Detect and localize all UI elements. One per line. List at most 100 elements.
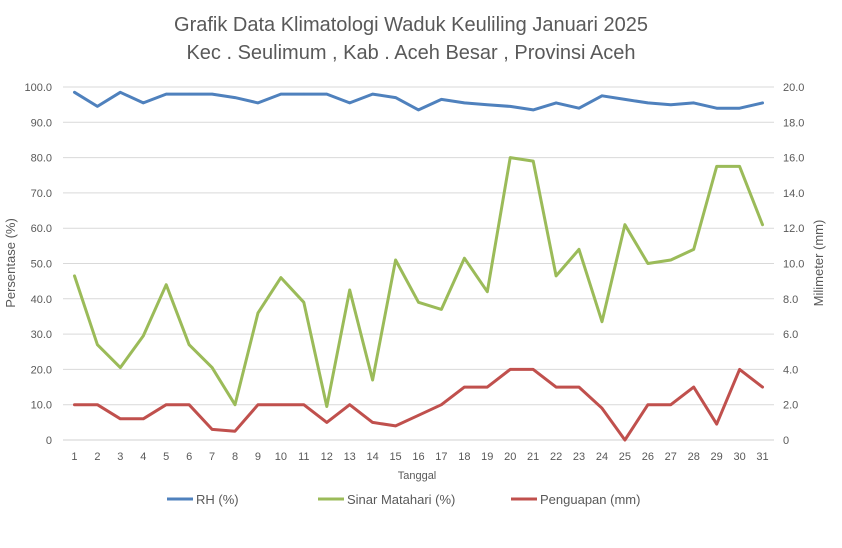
data-point	[646, 101, 650, 105]
data-point	[96, 403, 99, 406]
x-tick-label: 11	[298, 451, 309, 463]
data-point	[577, 248, 581, 251]
x-tick-label: 22	[550, 451, 562, 463]
data-point	[554, 101, 558, 105]
data-point	[417, 414, 420, 417]
data-point	[440, 403, 443, 406]
data-point	[531, 159, 535, 163]
data-point	[600, 320, 604, 323]
y-right-tick-label: 6.0	[783, 329, 798, 341]
data-point	[738, 106, 741, 110]
y-right-tick-label: 18.0	[783, 117, 804, 129]
x-tick-label: 30	[733, 451, 745, 463]
data-point	[646, 403, 650, 406]
x-tick-label: 2	[94, 451, 100, 463]
data-point	[509, 368, 512, 371]
x-tick-label: 20	[504, 451, 516, 463]
x-tick-label: 28	[688, 451, 700, 463]
data-point	[119, 91, 122, 94]
data-point	[738, 165, 741, 168]
x-tick-label: 5	[163, 451, 169, 463]
data-point	[96, 343, 99, 346]
y-left-tick-label: 90.0	[31, 117, 52, 129]
data-point	[463, 385, 466, 389]
x-tick-label: 21	[527, 451, 539, 463]
x-axis-label: Tanggal	[398, 470, 437, 482]
series-line-1	[73, 90, 764, 112]
data-point	[187, 92, 191, 96]
data-point	[348, 288, 351, 292]
data-point	[96, 105, 99, 108]
data-point	[531, 368, 535, 371]
gridlines	[63, 86, 774, 441]
legend-label: Sinar Matahari (%)	[347, 492, 455, 507]
data-point	[73, 403, 76, 406]
x-tick-label: 23	[573, 451, 585, 463]
data-point	[692, 248, 695, 251]
chart-subtitle: Kec . Seulimum , Kab . Aceh Besar , Prov…	[186, 42, 635, 64]
x-tick-label: 29	[711, 451, 723, 463]
data-point	[623, 98, 627, 101]
y-left-tick-label: 70.0	[31, 188, 52, 200]
data-point	[348, 403, 351, 406]
y-left-tick-label: 100.0	[24, 82, 52, 94]
y-axis-left-label: Persentase (%)	[3, 218, 18, 308]
y-left-tick-label: 60.0	[31, 223, 52, 235]
y-left-tick-label: 80.0	[31, 153, 52, 165]
data-point	[394, 96, 397, 99]
x-tick-label: 18	[458, 451, 470, 463]
data-point	[119, 366, 122, 369]
y-right-tick-label: 4.0	[783, 364, 798, 376]
x-tick-label: 31	[756, 451, 768, 463]
data-point	[187, 343, 191, 346]
y-right-tick-label: 0	[783, 435, 789, 447]
chart-title: Grafik Data Klimatologi Waduk Keuliling …	[174, 14, 648, 36]
legend-label: RH (%)	[196, 492, 239, 507]
data-point	[463, 101, 466, 105]
x-tick-label: 19	[481, 451, 493, 463]
data-point	[577, 106, 581, 110]
data-point	[279, 92, 283, 96]
data-point	[256, 311, 260, 315]
data-point	[302, 92, 306, 96]
x-tick-label: 7	[209, 451, 215, 463]
data-point	[210, 92, 214, 96]
data-point	[165, 283, 168, 286]
y-right-tick-label: 2.0	[783, 400, 798, 412]
data-point	[463, 257, 466, 260]
data-point	[554, 385, 558, 389]
data-point	[440, 308, 443, 311]
data-point	[142, 417, 145, 421]
y-left-tick-label: 0	[46, 435, 52, 447]
data-point	[302, 403, 306, 406]
x-tick-label: 15	[389, 451, 401, 463]
x-tick-label: 9	[255, 451, 261, 463]
y-left-tick-label: 40.0	[31, 294, 52, 306]
y-right-tick-label: 14.0	[783, 188, 804, 200]
data-point	[394, 258, 397, 262]
data-point	[417, 301, 420, 304]
data-point	[279, 403, 283, 406]
data-point	[486, 290, 489, 293]
y-left-tick-label: 20.0	[31, 364, 52, 376]
data-point	[325, 92, 328, 96]
data-point	[669, 258, 672, 262]
x-tick-label: 17	[435, 451, 447, 463]
data-point	[692, 385, 695, 389]
data-point	[600, 407, 604, 410]
data-point	[187, 403, 191, 406]
data-point	[256, 101, 260, 105]
data-point	[623, 438, 627, 442]
x-tick-label: 4	[140, 451, 146, 463]
x-tick-label: 10	[275, 451, 287, 463]
data-point	[165, 92, 168, 96]
y-right-tick-label: 8.0	[783, 294, 798, 306]
data-point	[715, 106, 718, 110]
y-left-tick-label: 10.0	[31, 400, 52, 412]
data-point	[233, 403, 237, 406]
y-right-tick-label: 12.0	[783, 223, 804, 235]
data-point	[669, 103, 672, 106]
data-point	[761, 385, 764, 389]
x-tick-label: 12	[321, 451, 333, 463]
